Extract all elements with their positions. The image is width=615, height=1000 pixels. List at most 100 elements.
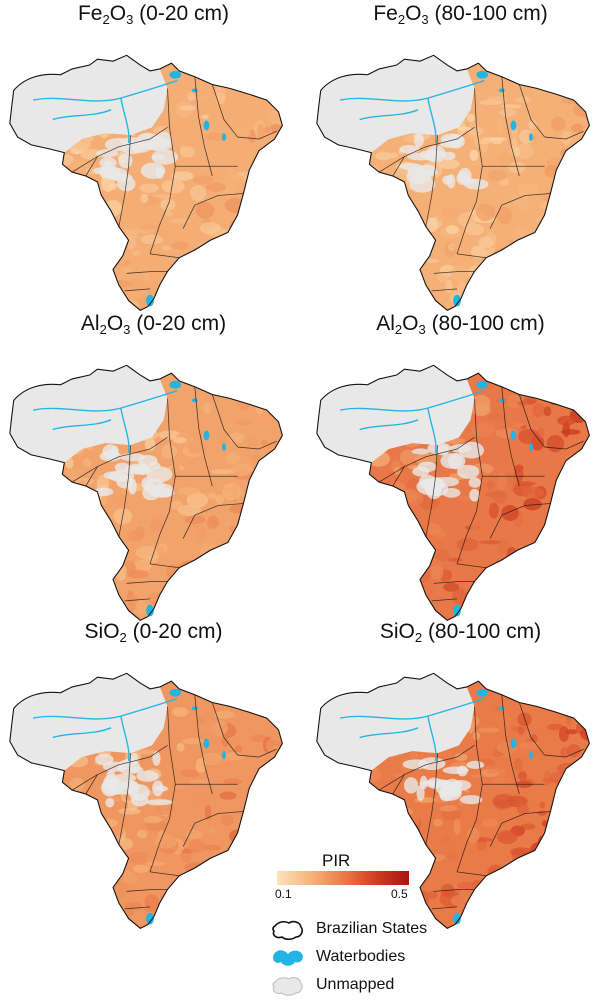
waterbody (498, 398, 505, 403)
state-boundary (194, 76, 213, 177)
waterbody (203, 430, 210, 441)
oxide-subscript: 2 (102, 12, 110, 27)
legend-min-label: 0.1 (275, 887, 292, 901)
state-boundary (118, 753, 131, 845)
waterbody (529, 133, 533, 141)
oxide-name: O (402, 312, 419, 335)
waterbody (453, 294, 461, 307)
state-boundary (211, 394, 238, 448)
country-outline (9, 364, 283, 621)
state-outline-icon (272, 920, 303, 941)
state-boundary (518, 702, 545, 756)
state-boundary (378, 127, 475, 173)
oxide-subscript: 2 (99, 322, 107, 337)
depth-label: (0-20 cm) (136, 312, 227, 335)
country-outline (316, 54, 590, 311)
state-boundary (149, 871, 180, 877)
state-boundary (237, 440, 277, 450)
river (120, 97, 130, 144)
country-outline (316, 672, 590, 929)
state-boundary (433, 580, 475, 584)
state-boundary (211, 702, 238, 756)
state-boundary (149, 253, 180, 259)
oxide-name: O (106, 312, 124, 335)
state-boundary (85, 466, 98, 487)
depth-label: (80-100 cm) (427, 620, 542, 643)
state-boundary (544, 130, 584, 140)
brazil-map (9, 672, 283, 929)
state-boundary (194, 694, 213, 795)
waterbody (453, 604, 461, 617)
state-boundary (149, 398, 176, 564)
river (359, 109, 419, 121)
state-boundary (431, 906, 458, 910)
state-boundary (126, 270, 168, 274)
brazil-map (316, 364, 590, 621)
waterbody (191, 398, 198, 403)
state-boundary (378, 745, 475, 791)
river (427, 97, 437, 144)
oxide-subscript: 3 (418, 322, 426, 337)
country-outline (9, 672, 283, 929)
oxide-subscript: 3 (421, 12, 429, 27)
state-boundary (456, 253, 487, 259)
country-outline (316, 364, 590, 621)
state-boundary (71, 437, 168, 483)
waterbody (453, 912, 461, 925)
oxide-subscript: 2 (119, 630, 127, 645)
state-boundary (489, 811, 551, 847)
state-boundary (544, 440, 584, 450)
map-panel-al2o3-0-20-cm: Al2O3 (0-20 cm) (0, 310, 307, 635)
key-unmapped-label: Unmapped (316, 976, 395, 993)
river (120, 407, 130, 454)
map-panel-al2o3-80-100-cm: Al2O3 (80-100 cm) (307, 310, 614, 635)
river (359, 727, 419, 739)
waterbody (203, 738, 210, 749)
state-boundary (425, 135, 438, 227)
waterbody (498, 706, 505, 711)
state-boundary (378, 437, 475, 483)
state-boundary (392, 774, 405, 795)
oxide-name: Al (376, 312, 395, 335)
waterbody (529, 443, 533, 451)
state-boundary (182, 193, 244, 229)
waterbody (510, 120, 517, 131)
waterbody (222, 443, 226, 451)
waterbody (222, 133, 226, 141)
state-boundary (425, 445, 438, 537)
oxide-name: SiO (84, 620, 120, 643)
legend-title: PIR (322, 851, 351, 870)
state-boundary (124, 288, 151, 292)
state-boundary (118, 135, 131, 227)
oxide-subscript: 3 (123, 322, 131, 337)
state-boundary (124, 906, 151, 910)
panel-title: Fe2O3 (0-20 cm) (0, 2, 307, 27)
state-boundary (456, 563, 487, 569)
oxide-subscript: 3 (126, 12, 134, 27)
brazil-map (9, 364, 283, 621)
waterbody (146, 604, 154, 617)
panel-title: SiO2 (80-100 cm) (307, 620, 614, 645)
pir-texture (316, 673, 590, 929)
state-boundary (237, 130, 277, 140)
brazil-map (316, 672, 590, 929)
waterbody (191, 88, 198, 93)
panel-title: SiO2 (0-20 cm) (0, 620, 307, 645)
waterbody (476, 380, 489, 389)
state-boundary (149, 563, 180, 569)
state-boundary (431, 598, 458, 602)
state-boundary (433, 270, 475, 274)
river (120, 715, 130, 762)
waterbody (498, 88, 505, 93)
depth-label: (80-100 cm) (434, 2, 548, 25)
state-boundary (182, 811, 244, 847)
waterbody (476, 688, 489, 697)
unmapped-icon (272, 977, 303, 996)
waterbody (146, 294, 154, 307)
state-boundary (71, 127, 168, 173)
panel-title: Al2O3 (0-20 cm) (0, 312, 307, 337)
map-panel-fe2o3-0-20-cm: Fe2O3 (0-20 cm) (0, 0, 307, 325)
state-boundary (124, 598, 151, 602)
key-states-label: Brazilian States (316, 920, 428, 937)
oxide-name: SiO (379, 620, 415, 643)
